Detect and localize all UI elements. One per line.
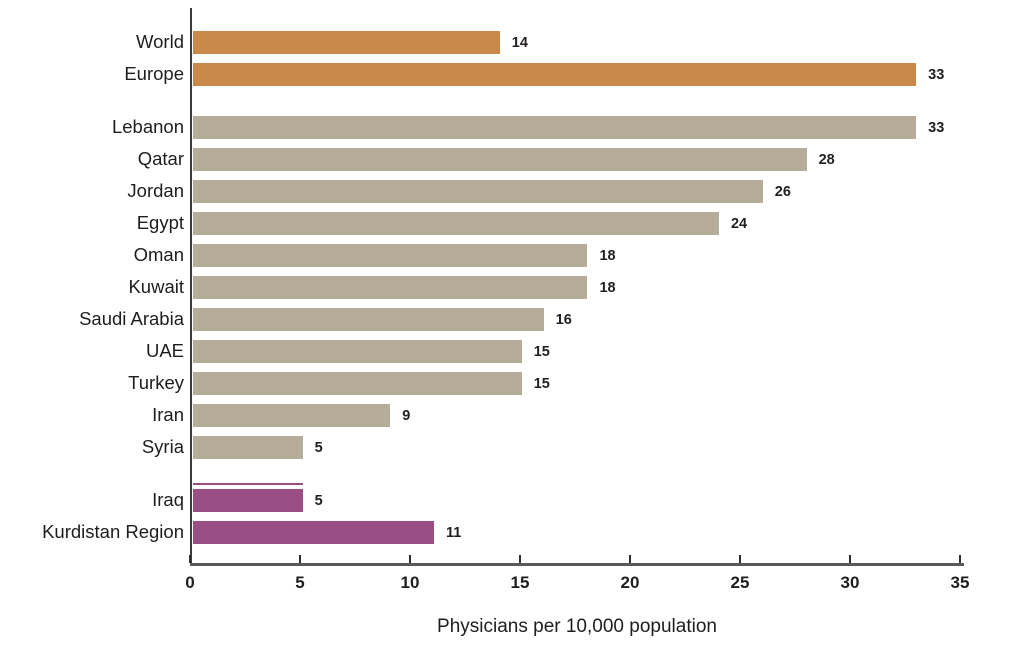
bar-track: 15 <box>193 340 960 363</box>
bar <box>193 180 763 203</box>
value-label: 5 <box>314 492 323 509</box>
bar-row: Oman 18 <box>0 244 1015 267</box>
tick-mark <box>189 555 191 563</box>
x-axis-line <box>190 563 964 566</box>
value-label: 18 <box>599 247 616 264</box>
bar-track: 5 <box>193 489 960 512</box>
bar-track: 14 <box>193 31 960 54</box>
bar-row: Syria 5 <box>0 436 1015 459</box>
category-label: Iran <box>152 404 184 426</box>
tick-label: 35 <box>950 573 970 592</box>
category-label: Qatar <box>137 148 184 170</box>
value-label: 28 <box>818 151 835 168</box>
category-label: Kuwait <box>128 276 184 298</box>
group-spacer <box>0 468 1015 489</box>
tick-mark <box>519 555 521 563</box>
bar-track: 18 <box>193 276 960 299</box>
value-label: 18 <box>599 279 616 296</box>
bar-track: 15 <box>193 372 960 395</box>
bar-row: Europe 33 <box>0 63 1015 86</box>
tick-label: 10 <box>400 573 420 592</box>
tick-mark <box>409 555 411 563</box>
bar-track: 33 <box>193 116 960 139</box>
bar <box>193 212 719 235</box>
value-label: 9 <box>402 407 411 424</box>
value-label: 26 <box>774 183 791 200</box>
bar-row: Jordan 26 <box>0 180 1015 203</box>
y-axis-line <box>190 8 192 564</box>
tick-mark <box>629 555 631 563</box>
tick-label: 5 <box>295 573 305 592</box>
bar-track: 18 <box>193 244 960 267</box>
group-spacer <box>0 95 1015 116</box>
category-label: Syria <box>141 436 184 458</box>
tick-mark <box>959 555 961 563</box>
bar-row: Kurdistan Region 11 <box>0 521 1015 544</box>
tick-label: 30 <box>840 573 860 592</box>
bar-track: 26 <box>193 180 960 203</box>
category-label: Iraq <box>152 489 184 511</box>
bar-row: Qatar 28 <box>0 148 1015 171</box>
bar <box>193 148 807 171</box>
tick-label: 15 <box>510 573 530 592</box>
tick-mark <box>299 555 301 563</box>
tick-label: 20 <box>620 573 640 592</box>
category-label: Kurdistan Region <box>42 521 184 543</box>
bar <box>193 436 303 459</box>
bar-track: 28 <box>193 148 960 171</box>
bar <box>193 63 917 86</box>
bar <box>193 308 544 331</box>
value-label: 24 <box>730 215 748 232</box>
bar-track: 33 <box>193 63 960 86</box>
bar-track: 24 <box>193 212 960 235</box>
value-label: 11 <box>446 524 462 541</box>
value-label: 15 <box>533 343 550 360</box>
bar-row: Iran 9 <box>0 404 1015 427</box>
tick-mark <box>739 555 741 563</box>
value-label: 33 <box>928 119 945 136</box>
bar-row: Turkey 15 <box>0 372 1015 395</box>
chart-rows: World 14 Europe 33 Lebanon 33 Qatar 28 Jordan 26 E… <box>0 31 1015 553</box>
bar-track: 9 <box>193 404 960 427</box>
value-label: 14 <box>511 34 528 51</box>
bar-row: Kuwait 18 <box>0 276 1015 299</box>
bar <box>193 116 917 139</box>
bar <box>193 404 391 427</box>
bar <box>193 31 500 54</box>
category-label: Europe <box>124 63 184 85</box>
category-label: Saudi Arabia <box>79 308 184 330</box>
tick-mark <box>849 555 851 563</box>
bar <box>193 372 522 395</box>
tick-label: 25 <box>730 573 750 592</box>
category-label: World <box>136 31 184 53</box>
bar <box>193 276 588 299</box>
category-label: Jordan <box>127 180 184 202</box>
bar <box>193 489 303 512</box>
category-label: Egypt <box>136 212 184 234</box>
category-label: Lebanon <box>111 116 184 138</box>
artifact-stripe <box>193 483 303 485</box>
bar <box>193 244 588 267</box>
bar-track: 5 <box>193 436 960 459</box>
value-label: 5 <box>314 439 323 456</box>
bar-row: Lebanon 33 <box>0 116 1015 139</box>
category-label: Turkey <box>128 372 184 394</box>
bar-row: Iraq 5 <box>0 489 1015 512</box>
bar-row: Saudi Arabia 16 <box>0 308 1015 331</box>
category-label: UAE <box>145 340 184 362</box>
value-label: 16 <box>555 311 572 328</box>
bar-track: 11 <box>193 521 960 544</box>
category-label: Oman <box>133 244 184 266</box>
bar-track: 16 <box>193 308 960 331</box>
bar-row: World 14 <box>0 31 1015 54</box>
value-label: 33 <box>928 66 945 83</box>
bar <box>193 521 435 544</box>
x-axis-title: Physicians per 10,000 population <box>437 616 717 637</box>
bar <box>193 340 522 363</box>
tick-label: 0 <box>185 573 195 592</box>
bar-row: UAE 15 <box>0 340 1015 363</box>
bar-row: Egypt 24 <box>0 212 1015 235</box>
value-label: 15 <box>533 375 550 392</box>
